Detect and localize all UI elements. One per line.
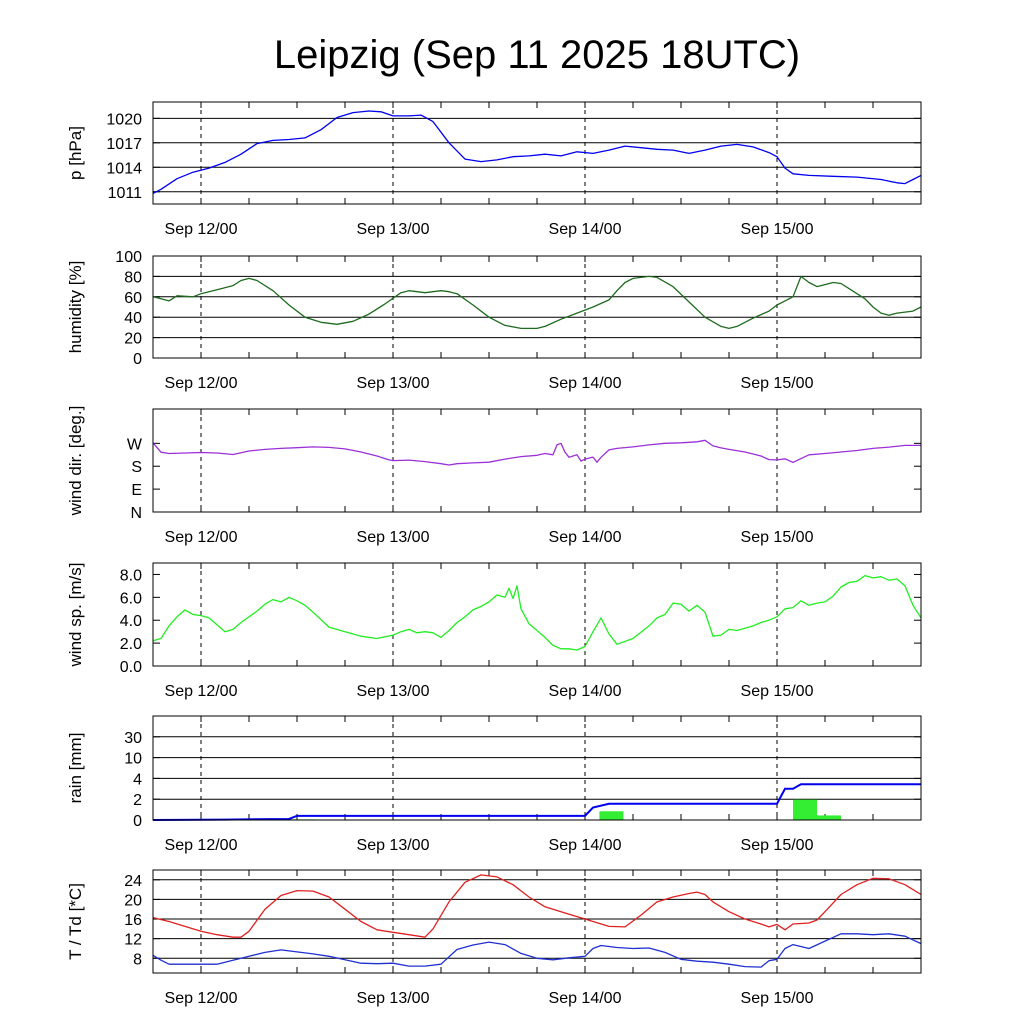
y-axis-label: T / Td [*C] [66,883,85,960]
panel-pressure: 1011 1014 1017 1020 Sep 12/00 Sep 13/00 Sep 14… [66,101,922,238]
y-tick-label: 1014 [106,160,142,177]
panel-humidity: 0 20 40 60 80 100 Sep 12/00 Sep 13/00 Sep 14/00 S… [66,249,922,392]
rain-bar [817,815,841,820]
panel-frame [152,869,922,974]
x-tick-label: Sep 14/00 [549,529,622,546]
x-tick-label: Sep 14/00 [549,990,622,1007]
x-tick-label: Sep 12/00 [165,529,238,546]
panel-frame [152,408,922,513]
y-tick-label: 0.0 [120,659,142,676]
y-tick-label: 100 [115,249,142,266]
y-axis-label: p [hPa] [66,126,85,180]
series-wind-speed [152,574,922,651]
series-accumulated-rain [152,783,921,821]
rain-bar [599,811,624,820]
x-tick-label: Sep 13/00 [357,529,430,546]
x-tick-label: Sep 13/00 [357,990,430,1007]
x-tick-label: Sep 12/00 [165,990,238,1007]
y-tick-label: W [127,436,143,453]
x-tick-label: Sep 14/00 [549,837,622,854]
x-tick-label: Sep 13/00 [357,837,430,854]
y-tick-label: 4 [133,771,142,788]
panel-frame [152,562,922,667]
y-tick-label: 2 [133,792,142,809]
series-humidity [152,275,922,330]
x-tick-label: Sep 15/00 [741,837,814,854]
y-axis-label: wind dir. [deg.] [66,406,85,517]
panel-rain: 0 2 4 10 30 Sep 12/00 Sep 13/00 Sep 14/00 Sep 15… [66,715,922,854]
panel-frame [152,255,922,359]
y-tick-label: 0 [133,351,142,368]
y-tick-label: 1011 [108,185,143,202]
y-tick-label: 8 [133,951,142,968]
x-tick-label: Sep 14/00 [549,375,622,392]
rain-bar [793,799,817,820]
y-tick-label: 60 [124,290,142,307]
chart-title: Leipzig (Sep 11 2025 18UTC) [274,33,800,77]
x-tick-label: Sep 12/00 [165,375,238,392]
y-tick-label: 1017 [106,136,142,153]
y-tick-label: 10 [124,751,142,768]
series-wind-direction [152,439,921,466]
y-tick-label: E [131,482,142,499]
panel-frame [152,715,922,821]
y-tick-label: 80 [124,269,142,286]
series-pressure [152,110,922,194]
y-axis-label: rain [mm] [66,733,85,804]
x-tick-label: Sep 15/00 [741,990,814,1007]
panel-frame [152,101,922,205]
y-tick-label: 1020 [106,111,142,128]
series-dew-point [152,933,922,968]
y-tick-label: 6.0 [120,590,142,607]
x-tick-label: Sep 14/00 [549,221,622,238]
y-tick-label: S [131,459,142,476]
y-tick-label: 40 [124,310,142,327]
x-tick-label: Sep 12/00 [165,683,238,700]
y-tick-label: N [130,505,142,522]
panel-wind_speed: 0.0 2.0 4.0 6.0 8.0 Sep 12/00 Sep 13/00 Sep 14/… [66,562,922,700]
y-tick-label: 8.0 [120,567,142,584]
y-tick-label: 4.0 [120,613,142,630]
y-axis-label: wind sp. [m/s] [66,563,85,668]
y-tick-label: 30 [124,730,142,747]
y-tick-label: 12 [124,932,142,949]
x-tick-label: Sep 15/00 [741,375,814,392]
x-tick-label: Sep 14/00 [549,683,622,700]
x-tick-label: Sep 15/00 [741,221,814,238]
x-tick-label: Sep 13/00 [357,375,430,392]
x-tick-label: Sep 13/00 [357,683,430,700]
y-tick-label: 0 [133,813,142,830]
y-tick-label: 24 [124,873,142,890]
x-tick-label: Sep 13/00 [357,221,430,238]
y-axis-label: humidity [%] [66,261,85,354]
y-tick-label: 16 [124,912,142,929]
series-temperature [152,874,922,938]
x-tick-label: Sep 15/00 [741,529,814,546]
x-tick-label: Sep 15/00 [741,683,814,700]
x-tick-label: Sep 12/00 [165,221,238,238]
y-tick-label: 2.0 [120,636,142,653]
y-tick-label: 20 [124,892,142,909]
y-tick-label: 20 [124,331,142,348]
x-tick-label: Sep 12/00 [165,837,238,854]
panel-temperature: 8 12 16 20 24 Sep 12/00 Sep 13/00 Sep 14/00 Sep … [66,869,922,1007]
